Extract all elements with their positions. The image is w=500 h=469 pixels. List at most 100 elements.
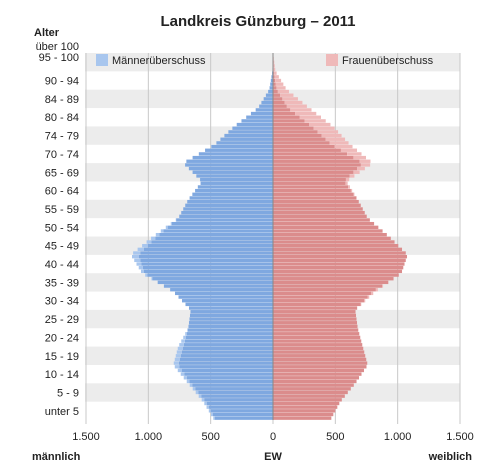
age-label: 20 - 24 xyxy=(45,332,79,344)
bar-male-excess xyxy=(132,255,139,259)
bar-female xyxy=(273,339,362,343)
bar-male xyxy=(189,317,273,321)
bar-male-excess xyxy=(206,405,209,409)
bar-female-excess xyxy=(280,93,294,97)
bar-female-excess xyxy=(277,89,289,94)
bar-female-excess xyxy=(360,163,371,167)
bar-male-excess xyxy=(151,236,156,241)
bar-female-excess xyxy=(370,291,374,296)
bar-male xyxy=(198,390,273,395)
bar-male xyxy=(246,115,273,119)
bar-male xyxy=(151,240,273,244)
bar-female xyxy=(273,188,351,193)
bar-female-excess xyxy=(360,302,362,307)
y-axis-title: Alter xyxy=(34,27,60,39)
bar-female xyxy=(273,243,399,248)
bar-male-excess xyxy=(192,387,196,391)
bar-male-excess xyxy=(186,379,190,384)
bar-male-excess xyxy=(189,383,193,387)
bar-female xyxy=(273,163,361,167)
bar-male xyxy=(197,185,273,189)
bar-female xyxy=(273,368,365,373)
x-tick-label: 500 xyxy=(201,431,219,443)
bar-male xyxy=(186,332,273,336)
age-label: 25 - 29 xyxy=(45,314,79,326)
x-tick-label: 1.500 xyxy=(446,431,474,443)
age-label: 90 - 94 xyxy=(45,76,79,88)
bar-male xyxy=(214,416,273,420)
bar-male xyxy=(184,339,273,343)
bar-male xyxy=(188,306,273,310)
bar-female xyxy=(273,89,278,94)
bar-male xyxy=(205,148,273,152)
bar-male xyxy=(170,288,273,292)
bar-female xyxy=(273,354,366,358)
bar-female xyxy=(273,97,283,101)
bar-male-excess xyxy=(213,416,215,420)
bar-male xyxy=(192,170,273,174)
bar-male-excess xyxy=(175,354,181,358)
bar-female xyxy=(273,332,360,336)
bar-female xyxy=(273,240,395,244)
bar-female xyxy=(273,108,291,112)
bar-female xyxy=(273,133,322,138)
bar-male xyxy=(200,177,273,182)
bar-female-excess xyxy=(340,148,358,152)
legend-male-excess: Männerüberschuss xyxy=(96,54,206,67)
bar-female-excess xyxy=(359,159,371,163)
bar-female xyxy=(273,144,335,149)
bar-female-excess xyxy=(309,122,331,127)
bar-male xyxy=(142,266,273,270)
bar-male xyxy=(198,152,273,156)
bar-female xyxy=(273,78,276,83)
bar-male-excess xyxy=(174,365,180,369)
bar-male-excess xyxy=(204,401,207,406)
bar-female xyxy=(273,155,354,160)
bar-female-excess xyxy=(357,166,365,171)
bar-male xyxy=(167,225,273,230)
bar-female xyxy=(273,350,365,354)
female-label: weiblich xyxy=(428,451,473,463)
age-label: 5 - 9 xyxy=(57,387,79,399)
bar-female xyxy=(273,405,338,409)
bar-female xyxy=(273,416,332,420)
bar-male xyxy=(216,141,273,145)
bar-female-excess xyxy=(284,100,303,105)
bar-male xyxy=(182,346,273,351)
bar-female xyxy=(273,295,368,299)
bar-female xyxy=(273,126,314,130)
bar-female xyxy=(273,394,345,398)
bar-female xyxy=(273,280,389,285)
bar-male xyxy=(270,82,273,86)
bar-female xyxy=(273,148,341,152)
bar-male-excess xyxy=(179,343,184,347)
x-tick-label: 0 xyxy=(270,431,276,443)
age-label: 84 - 89 xyxy=(45,94,79,106)
bar-female-excess xyxy=(275,82,284,86)
bar-male xyxy=(189,313,273,318)
bar-male xyxy=(175,291,273,296)
bar-male xyxy=(185,335,273,340)
bar-male xyxy=(270,78,273,83)
bar-female xyxy=(273,306,358,310)
bars xyxy=(132,53,408,420)
bar-male xyxy=(181,350,273,354)
bar-female xyxy=(273,210,365,215)
bar-female xyxy=(273,122,310,127)
bar-male-excess xyxy=(181,339,185,343)
bar-female xyxy=(273,302,361,307)
bar-male xyxy=(187,199,273,204)
bar-female xyxy=(273,196,357,200)
bar-male xyxy=(178,361,273,365)
bar-male xyxy=(259,104,273,108)
bar-male xyxy=(179,214,273,218)
age-label: unter 5 xyxy=(45,406,79,418)
bar-male-excess xyxy=(198,394,202,398)
bar-female xyxy=(273,277,394,281)
age-label: 60 - 64 xyxy=(45,186,79,198)
bar-female-excess xyxy=(273,71,277,75)
bar-male xyxy=(138,255,273,259)
bar-female xyxy=(273,82,276,86)
bar-female xyxy=(273,159,360,163)
